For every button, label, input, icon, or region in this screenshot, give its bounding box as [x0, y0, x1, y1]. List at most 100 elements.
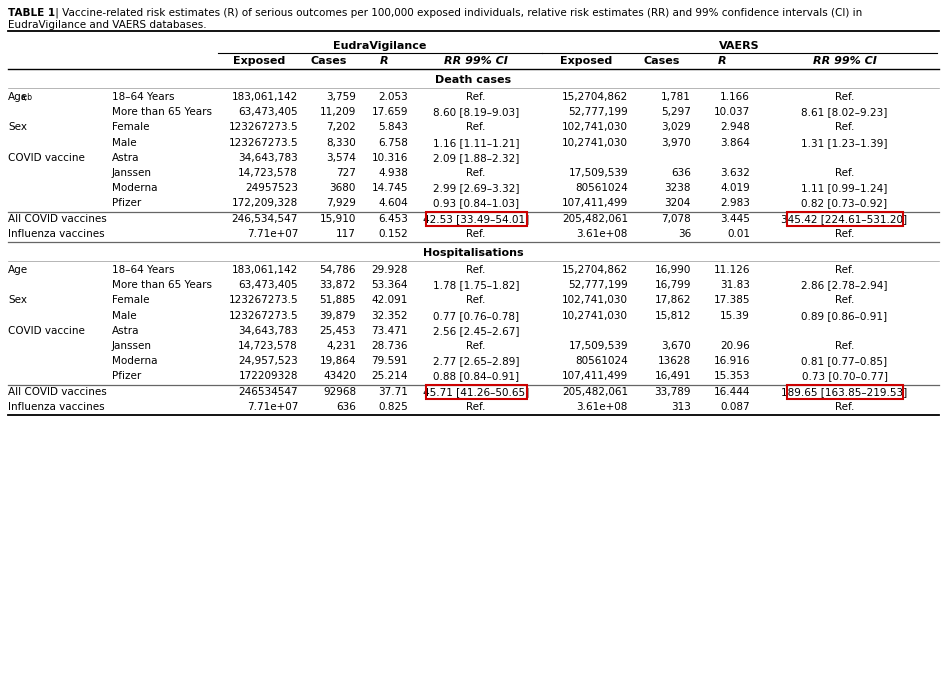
Text: 3,759: 3,759	[326, 92, 356, 102]
Text: 636: 636	[336, 402, 356, 411]
Text: 14.745: 14.745	[372, 183, 408, 194]
Text: 3204: 3204	[665, 198, 691, 208]
Text: 36: 36	[677, 229, 691, 239]
Text: Exposed: Exposed	[560, 56, 612, 66]
Text: 4.604: 4.604	[378, 198, 408, 208]
Text: 11,209: 11,209	[320, 107, 356, 117]
Text: 17.385: 17.385	[713, 295, 750, 306]
Text: 123267273.5: 123267273.5	[228, 122, 298, 132]
Text: 19,864: 19,864	[320, 356, 356, 366]
Text: Cases: Cases	[311, 56, 347, 66]
Text: 16,799: 16,799	[655, 280, 691, 290]
Text: 14,723,578: 14,723,578	[238, 168, 298, 178]
Text: 2.56 [2.45–2.67]: 2.56 [2.45–2.67]	[432, 326, 519, 336]
Text: Ref.: Ref.	[466, 92, 485, 102]
Text: 0.825: 0.825	[378, 402, 408, 411]
Text: 54,786: 54,786	[320, 265, 356, 275]
Text: 107,411,499: 107,411,499	[562, 371, 628, 382]
Text: 33,789: 33,789	[655, 386, 691, 397]
Text: 123267273.5: 123267273.5	[228, 295, 298, 306]
Text: Ref.: Ref.	[834, 295, 854, 306]
Text: 1.31 [1.23–1.39]: 1.31 [1.23–1.39]	[801, 138, 887, 147]
Bar	[786, 212, 902, 226]
Text: Ref.: Ref.	[466, 122, 485, 132]
Text: Influenza vaccines: Influenza vaccines	[8, 402, 105, 411]
Text: 73.471: 73.471	[372, 326, 408, 336]
Text: 4.019: 4.019	[720, 183, 750, 194]
Text: Ref.: Ref.	[834, 229, 854, 239]
Text: 3.61e+08: 3.61e+08	[577, 229, 628, 239]
Text: 52,777,199: 52,777,199	[569, 280, 628, 290]
Text: Hospitalisations: Hospitalisations	[423, 248, 524, 258]
Text: 205,482,061: 205,482,061	[562, 386, 628, 397]
Text: 7.71e+07: 7.71e+07	[247, 402, 298, 411]
Text: 3.61e+08: 3.61e+08	[577, 402, 628, 411]
Text: 102,741,030: 102,741,030	[562, 295, 628, 306]
Bar	[426, 385, 527, 399]
Text: 102,741,030: 102,741,030	[562, 122, 628, 132]
Text: 4,231: 4,231	[326, 341, 356, 351]
Text: 3,574: 3,574	[326, 153, 356, 163]
Text: 63,473,405: 63,473,405	[238, 280, 298, 290]
Text: 17,862: 17,862	[655, 295, 691, 306]
Text: 20.96: 20.96	[720, 341, 750, 351]
Text: Astra: Astra	[112, 326, 139, 336]
Text: 15.353: 15.353	[713, 371, 750, 382]
Text: 0.93 [0.84–1.03]: 0.93 [0.84–1.03]	[433, 198, 519, 208]
Text: 7,078: 7,078	[661, 214, 691, 223]
Text: 183,061,142: 183,061,142	[232, 92, 298, 102]
Text: 7,929: 7,929	[326, 198, 356, 208]
Text: Ref.: Ref.	[834, 265, 854, 275]
Text: 2.99 [2.69–3.32]: 2.99 [2.69–3.32]	[432, 183, 519, 194]
Text: Ref.: Ref.	[466, 265, 485, 275]
Text: 205,482,061: 205,482,061	[562, 214, 628, 223]
Text: 11.126: 11.126	[713, 265, 750, 275]
Text: Male: Male	[112, 310, 136, 320]
Text: VAERS: VAERS	[719, 41, 760, 51]
Text: 16.444: 16.444	[713, 386, 750, 397]
Text: 8.60 [8.19–9.03]: 8.60 [8.19–9.03]	[433, 107, 519, 117]
Text: 1.78 [1.75–1.82]: 1.78 [1.75–1.82]	[432, 280, 519, 290]
Text: 2.77 [2.65–2.89]: 2.77 [2.65–2.89]	[432, 356, 519, 366]
Text: 51,885: 51,885	[320, 295, 356, 306]
Text: 5,297: 5,297	[661, 107, 691, 117]
Text: 6.758: 6.758	[378, 138, 408, 147]
Text: 92968: 92968	[323, 386, 356, 397]
Text: 15,812: 15,812	[655, 310, 691, 320]
Bar	[786, 385, 902, 399]
Text: 7.71e+07: 7.71e+07	[247, 229, 298, 239]
Text: 172,209,328: 172,209,328	[232, 198, 298, 208]
Text: 0.77 [0.76–0.78]: 0.77 [0.76–0.78]	[433, 310, 519, 320]
Text: Female: Female	[112, 122, 149, 132]
Text: Female: Female	[112, 295, 149, 306]
Text: Janssen: Janssen	[112, 341, 152, 351]
Text: 17,509,539: 17,509,539	[569, 341, 628, 351]
Text: EudraVigilance: EudraVigilance	[333, 41, 427, 51]
Text: 0.01: 0.01	[727, 229, 750, 239]
Text: R: R	[379, 56, 388, 66]
Text: 0.087: 0.087	[720, 402, 750, 411]
Text: 107,411,499: 107,411,499	[562, 198, 628, 208]
Text: 16,990: 16,990	[655, 265, 691, 275]
Text: Moderna: Moderna	[112, 356, 157, 366]
Text: Age: Age	[8, 265, 28, 275]
Text: COVID vaccine: COVID vaccine	[8, 326, 85, 336]
Text: Ref.: Ref.	[466, 341, 485, 351]
Text: Ref.: Ref.	[466, 229, 485, 239]
Text: 15,2704,862: 15,2704,862	[562, 265, 628, 275]
Text: Sex: Sex	[8, 122, 27, 132]
Text: 5.843: 5.843	[378, 122, 408, 132]
Text: 10.316: 10.316	[372, 153, 408, 163]
Text: Ref.: Ref.	[834, 341, 854, 351]
Text: 1,781: 1,781	[661, 92, 691, 102]
Text: 636: 636	[671, 168, 691, 178]
Text: 0.89 [0.86–0.91]: 0.89 [0.86–0.91]	[801, 310, 887, 320]
Text: 0.88 [0.84–0.91]: 0.88 [0.84–0.91]	[433, 371, 519, 382]
Text: 15,910: 15,910	[320, 214, 356, 223]
Text: 15.39: 15.39	[720, 310, 750, 320]
Text: Astra: Astra	[112, 153, 139, 163]
Text: 10,2741,030: 10,2741,030	[562, 138, 628, 147]
Text: Pfizer: Pfizer	[112, 371, 141, 382]
Text: Death cases: Death cases	[435, 75, 512, 85]
Text: 2.983: 2.983	[720, 198, 750, 208]
